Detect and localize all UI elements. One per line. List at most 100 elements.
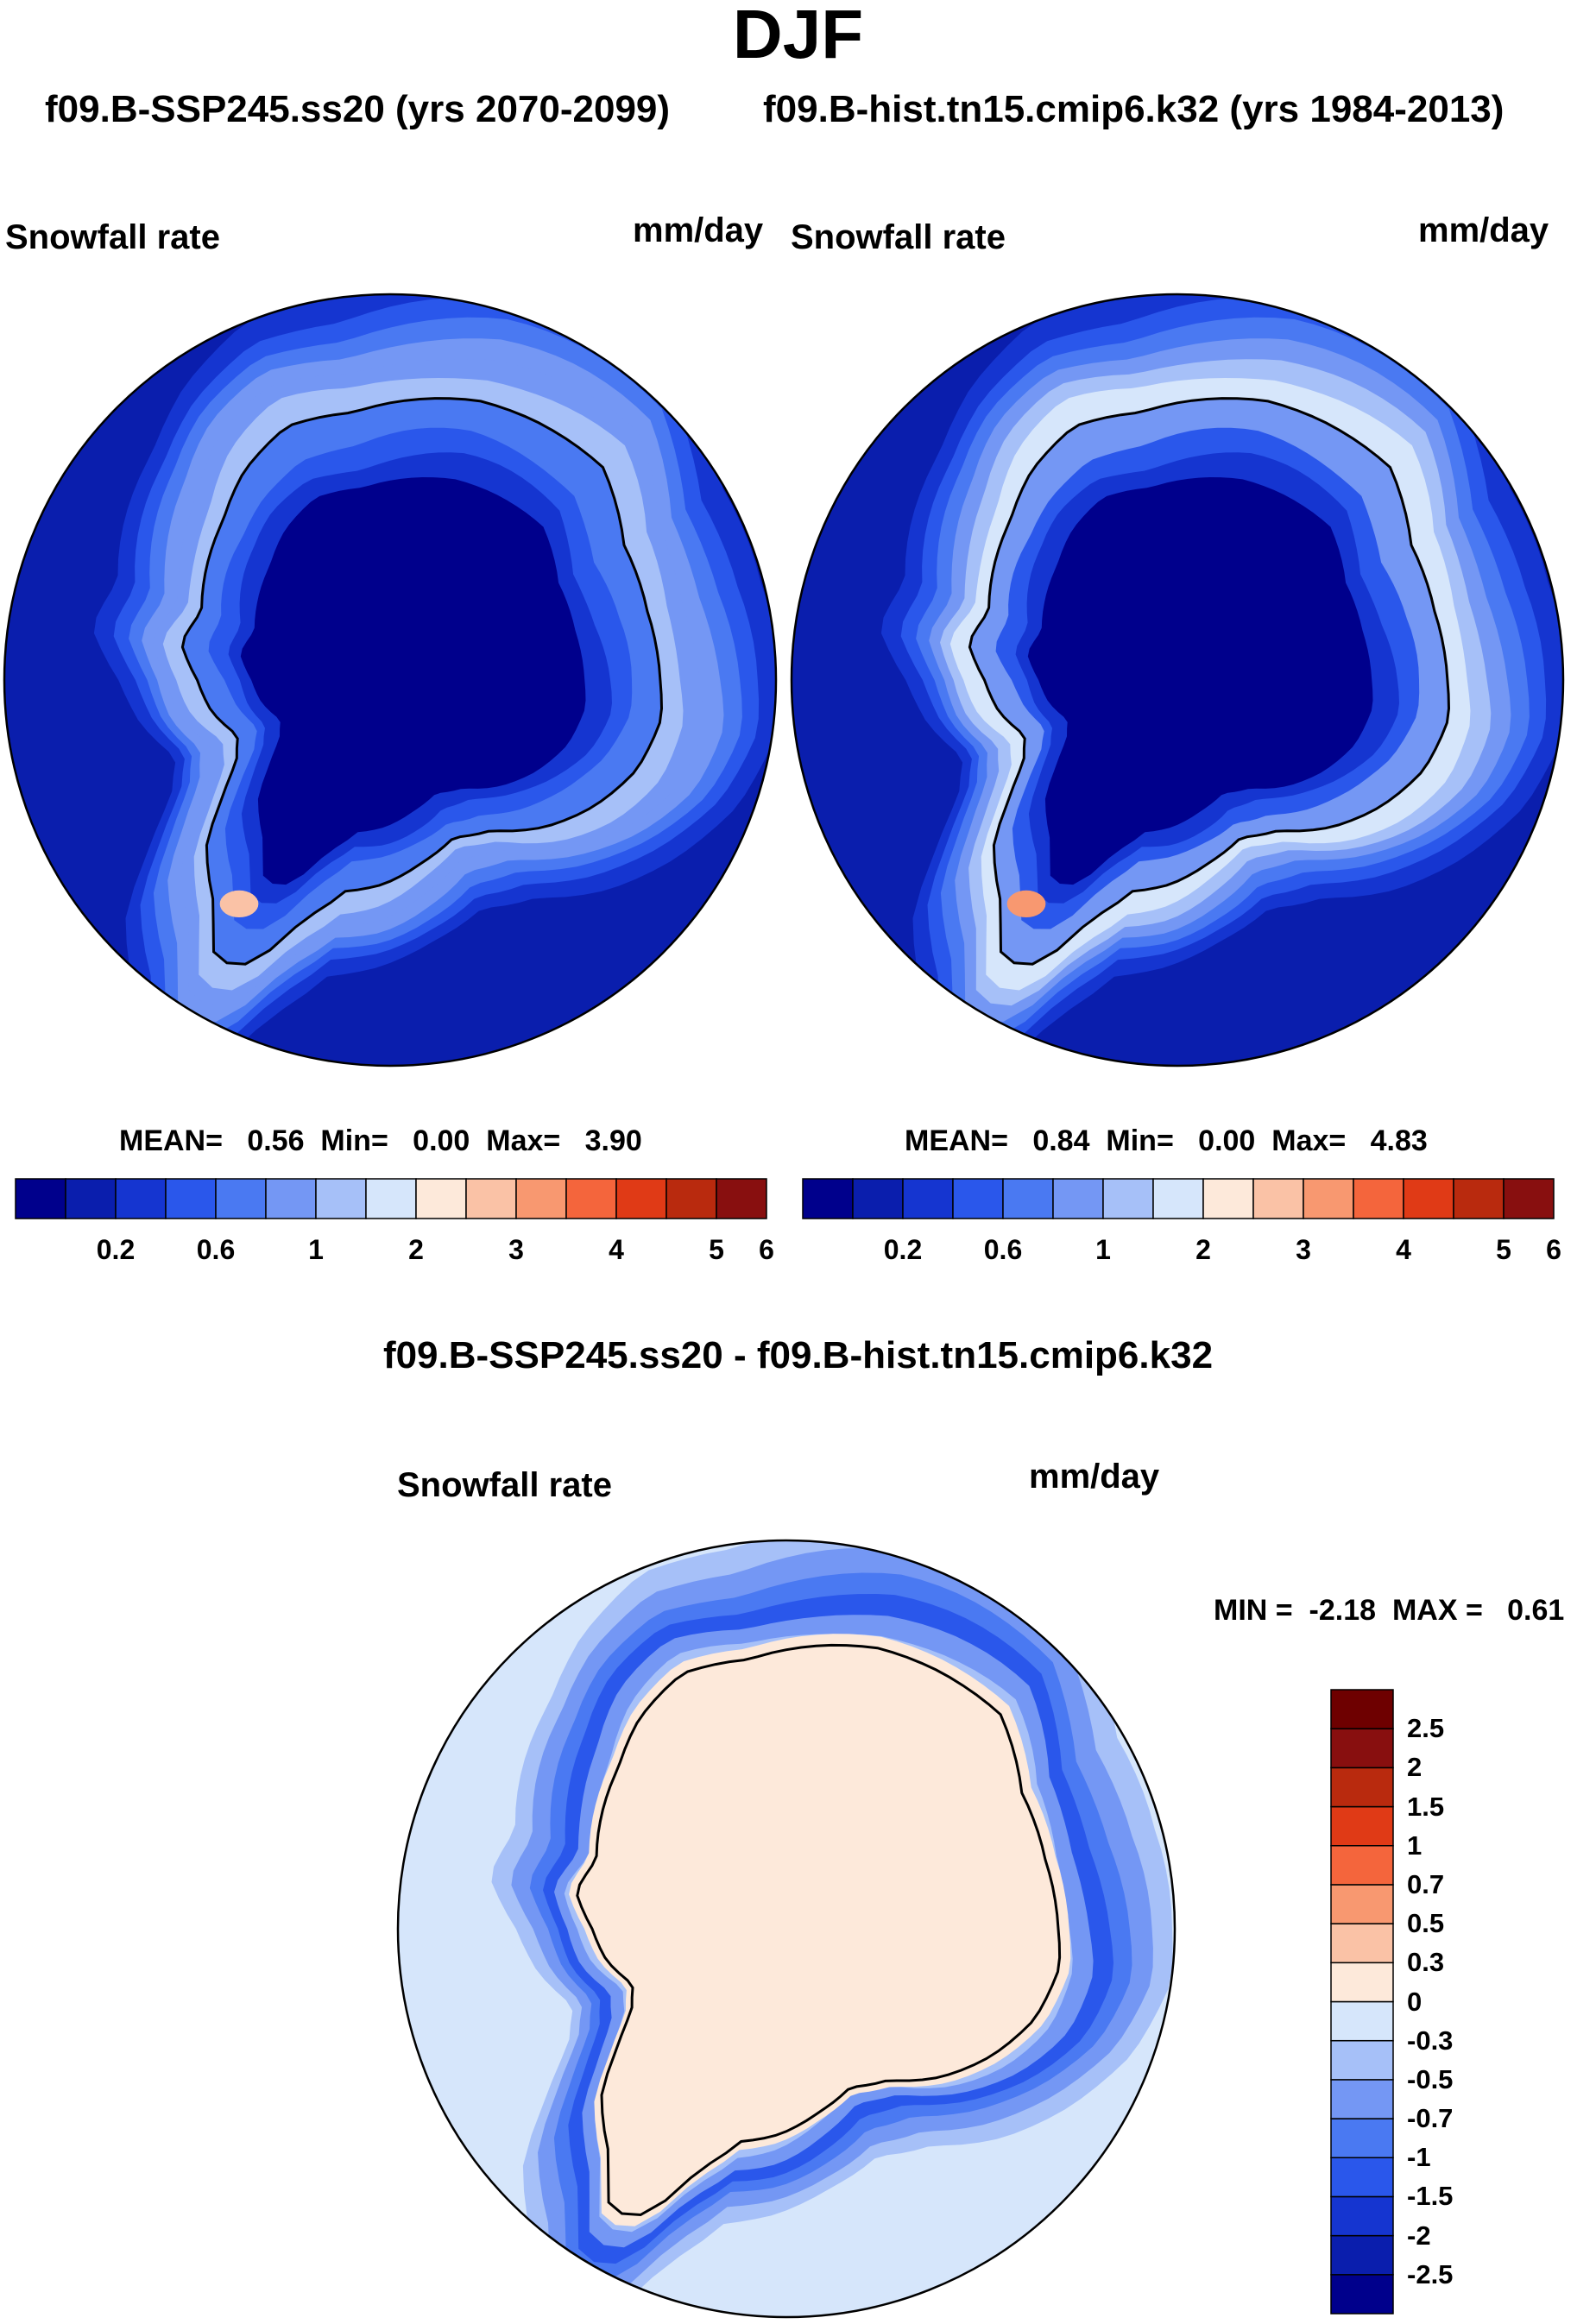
panel1-cb-tick: 4: [609, 1234, 624, 1265]
panel3-cb-tick: 0.5: [1407, 1908, 1445, 1939]
colorbar-box: [1102, 1178, 1154, 1219]
panel2-cb-tick: 3: [1296, 1234, 1311, 1265]
colorbar-box: [852, 1178, 904, 1219]
interior-field: [1027, 477, 1373, 885]
colorbar-box: [515, 1178, 567, 1219]
panel3-cb-tick: 0.7: [1407, 1868, 1445, 1899]
colorbar-box: [1330, 1962, 1394, 2003]
panel1-cb-tick: 3: [508, 1234, 524, 1265]
peninsula-maximum: [219, 890, 259, 918]
panel2-map: [790, 293, 1565, 1068]
panel1-min-value: 0.00: [413, 1124, 470, 1157]
panel2-cb-tick: 1: [1095, 1234, 1111, 1265]
panel2-stats: MEAN= 0.84 Min= 0.00 Max= 4.83: [905, 1124, 1428, 1158]
panel2-mean-value: 0.84: [1032, 1124, 1090, 1157]
colorbar-box: [15, 1178, 66, 1219]
panel1-min-label: Min=: [320, 1124, 388, 1157]
colorbar-box: [666, 1178, 717, 1219]
peninsula-maximum: [1006, 890, 1046, 918]
panel3-min-value: -2.18: [1309, 1594, 1377, 1627]
colorbar-box: [1330, 1923, 1394, 1964]
interior-field: [240, 477, 586, 885]
land-field: [569, 1634, 1071, 2226]
colorbar-box: [215, 1178, 267, 1219]
panel3-cb-tick: -1: [1407, 2142, 1431, 2173]
panel3-min-label: MIN =: [1214, 1594, 1293, 1627]
panel1-cb-tick: 0.6: [196, 1234, 236, 1265]
colorbar-box: [1330, 1689, 1394, 1729]
panel2-max-label: Max=: [1271, 1124, 1347, 1157]
panel3-units-label: mm/day: [1029, 1458, 1160, 1496]
colorbar-box: [565, 1178, 617, 1219]
panel1-mean-value: 0.56: [247, 1124, 305, 1157]
panel2-units-label: mm/day: [1418, 211, 1549, 249]
panel3-cb-tick: -0.3: [1407, 2025, 1454, 2056]
colorbar-box: [465, 1178, 517, 1219]
panel2-cb-tick: 0.2: [883, 1234, 923, 1265]
coastline: [968, 397, 1451, 966]
panel2-max-value: 4.83: [1370, 1124, 1428, 1157]
coastline: [180, 397, 664, 966]
panel3-colorbar: [1330, 1689, 1394, 2315]
panel3-cb-tick: -0.5: [1407, 2063, 1454, 2094]
map-border: [3, 293, 778, 1068]
colorbar-box: [1403, 1178, 1454, 1219]
colorbar-box: [1330, 2118, 1394, 2158]
panel1-units-label: mm/day: [633, 211, 764, 249]
panel3-variable-label: Snowfall rate: [397, 1466, 612, 1504]
colorbar-box: [1330, 1767, 1394, 1808]
colorbar-box: [902, 1178, 954, 1219]
panel3-cb-tick: -2.5: [1407, 2258, 1454, 2289]
test-run-label: f09.B-SSP245.ss20 (yrs 2070-2099): [45, 88, 671, 130]
map-border: [396, 1539, 1176, 2319]
panel3-max-label: MAX =: [1391, 1594, 1483, 1627]
colorbar-box: [165, 1178, 217, 1219]
control-run-label: f09.B-hist.tn15.cmip6.k32 (yrs 1984-2013…: [763, 88, 1505, 130]
panel3-cb-tick: 1.5: [1407, 1791, 1445, 1822]
panel2-cb-tick: 0.6: [983, 1234, 1023, 1265]
colorbar-box: [1330, 2274, 1394, 2315]
colorbar-box: [1002, 1178, 1054, 1219]
panel1-cb-tick: 0.2: [96, 1234, 136, 1265]
colorbar-box: [1330, 2195, 1394, 2237]
panel1-cb-tick: 6: [759, 1234, 774, 1265]
colorbar-box: [1330, 2000, 1394, 2042]
colorbar-box: [1330, 2039, 1394, 2081]
panel3-map: [396, 1539, 1176, 2319]
colorbar-box: [1330, 2079, 1394, 2119]
panel3-stats: MIN = -2.18 MAX = 0.61: [1214, 1593, 1564, 1628]
colorbar-box: [1330, 2157, 1394, 2198]
colorbar-box: [1330, 2234, 1394, 2276]
difference-title: f09.B-SSP245.ss20 - f09.B-hist.tn15.cmip…: [382, 1334, 1214, 1376]
map-border: [790, 293, 1565, 1068]
panel3-cb-tick: 2: [1407, 1752, 1423, 1783]
panel2-cb-tick: 2: [1195, 1234, 1211, 1265]
panel3-cb-tick: -0.7: [1407, 2103, 1454, 2134]
panel1-variable-label: Snowfall rate: [5, 218, 220, 256]
panel2-cb-tick: 6: [1546, 1234, 1561, 1265]
panel3-max-value: 0.61: [1507, 1594, 1565, 1627]
colorbar-box: [952, 1178, 1004, 1219]
colorbar-box: [716, 1178, 767, 1219]
panel2-cb-tick: 4: [1396, 1234, 1411, 1265]
panel3-cb-tick: -2: [1407, 2220, 1431, 2251]
panel1-map: [3, 293, 778, 1068]
panel1-colorbar: [15, 1178, 767, 1219]
colorbar-box: [415, 1178, 467, 1219]
panel2-variable-label: Snowfall rate: [791, 218, 1006, 256]
panel3-cb-tick: 1: [1407, 1830, 1423, 1861]
panel2-cb-tick: 5: [1496, 1234, 1511, 1265]
panel1-max-label: Max=: [486, 1124, 561, 1157]
colorbar-box: [615, 1178, 667, 1219]
colorbar-box: [365, 1178, 417, 1219]
colorbar-box: [1330, 1884, 1394, 1924]
colorbar-box: [315, 1178, 367, 1219]
coastline: [576, 1643, 1062, 2217]
panel1-cb-tick: 1: [308, 1234, 324, 1265]
colorbar-box: [1202, 1178, 1254, 1219]
figure-title: DJF: [732, 0, 864, 72]
panel2-colorbar: [802, 1178, 1555, 1219]
panel1-cb-tick: 2: [408, 1234, 424, 1265]
panel3-cb-tick: 0.3: [1407, 1947, 1445, 1978]
colorbar-box: [1503, 1178, 1555, 1219]
